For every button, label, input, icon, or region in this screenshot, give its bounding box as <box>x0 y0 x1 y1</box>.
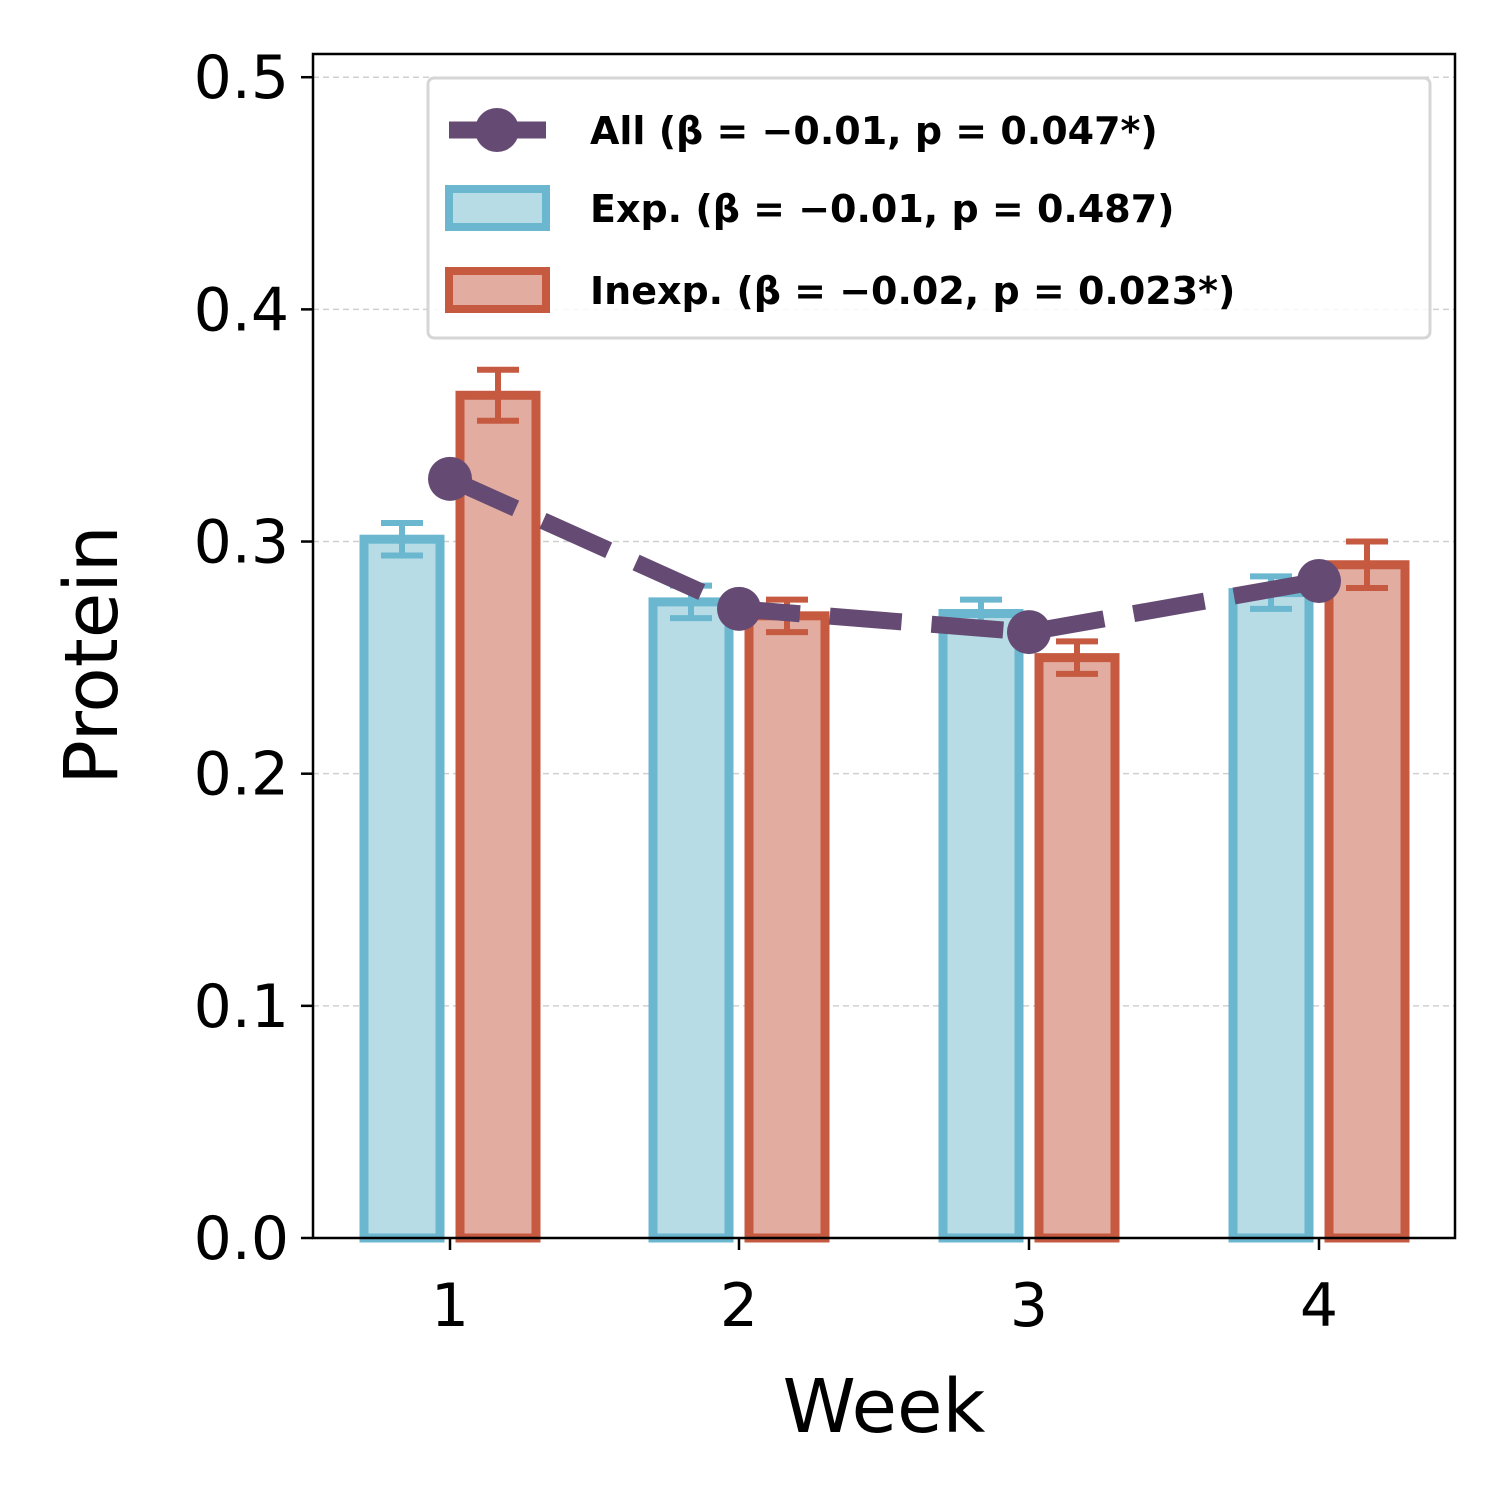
x-axis: 1 2 3 4 <box>431 1238 1338 1341</box>
bar-inexp <box>744 611 830 1243</box>
plot-frame <box>311 52 1457 1240</box>
x-tick-label: 2 <box>720 1271 758 1341</box>
y-tick-label: 0.5 <box>194 43 289 113</box>
y-axis: 0.0 0.1 0.2 0.3 0.4 0.5 <box>194 43 313 1274</box>
y-tick-label: 0.3 <box>194 508 289 578</box>
errorbar-exp <box>381 519 423 559</box>
all-point <box>1007 610 1051 655</box>
x-tick-label: 3 <box>1010 1271 1048 1341</box>
bar-exp <box>1228 588 1314 1243</box>
legend-label: Inexp. (β = −0.02, p = 0.023*) <box>590 269 1235 313</box>
y-tick-label: 0.2 <box>194 740 289 810</box>
legend-box <box>426 76 1432 340</box>
bar-inexp <box>455 390 541 1243</box>
y-tick-label: 0.1 <box>194 972 289 1042</box>
legend-swatch-exp <box>445 185 550 231</box>
legend-swatch-inexp <box>445 267 550 313</box>
errorbar-inexp <box>1346 538 1388 591</box>
errorbar-inexp <box>1056 638 1098 677</box>
bars <box>359 390 1410 1243</box>
all-line-path <box>446 471 1321 641</box>
all-series-line <box>428 456 1341 655</box>
x-tick-label: 1 <box>431 1271 469 1341</box>
bar-inexp <box>1034 653 1120 1243</box>
all-point <box>1297 558 1341 603</box>
y-tick-label: 0.0 <box>194 1204 289 1274</box>
all-point <box>717 586 761 631</box>
x-tick-label: 4 <box>1300 1271 1338 1341</box>
legend-label: Exp. (β = −0.01, p = 0.487) <box>590 187 1175 231</box>
legend: All (β = −0.01, p = 0.047*) Exp. (β = −0.… <box>426 76 1432 340</box>
bar-exp <box>938 608 1024 1243</box>
errorbar-inexp <box>477 366 519 424</box>
bar-exp <box>359 534 445 1243</box>
all-point <box>428 456 472 501</box>
x-axis-title: Week <box>783 1364 986 1450</box>
bar-exp <box>648 597 734 1243</box>
bar-inexp <box>1324 560 1410 1243</box>
legend-marker-all <box>475 108 519 152</box>
y-axis-title: Protein <box>49 525 135 784</box>
y-tick-label: 0.4 <box>194 275 289 345</box>
legend-label: All (β = −0.01, p = 0.047*) <box>590 109 1158 153</box>
